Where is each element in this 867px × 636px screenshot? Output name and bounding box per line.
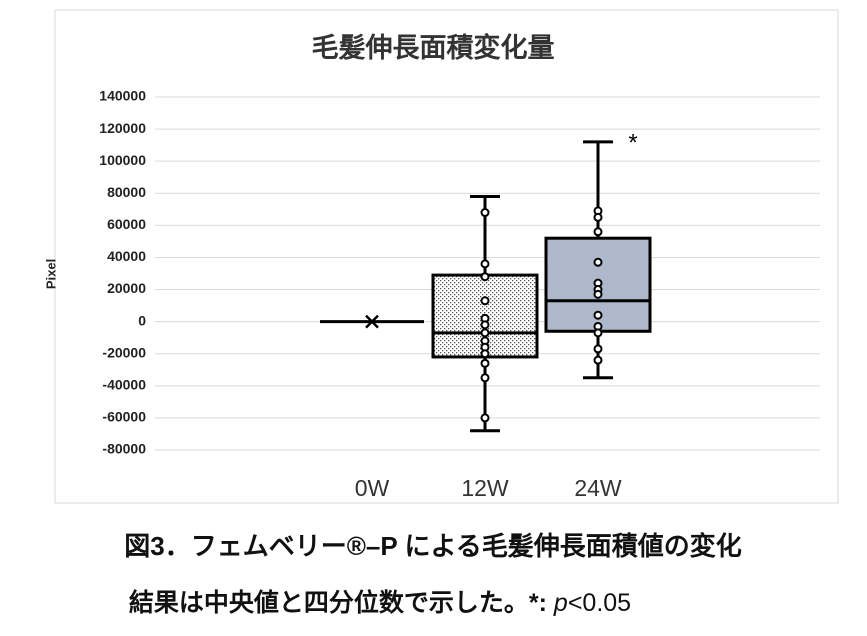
data-point	[593, 289, 603, 299]
note: 結果は中央値と四分位数で示した。*: p<0.05	[129, 588, 631, 617]
x-tick-label: 0W	[355, 475, 390, 501]
y-axis-label: Pixel	[43, 259, 58, 289]
note-value: <0.05	[568, 589, 631, 617]
data-point	[480, 272, 490, 282]
y-tick-label: 120000	[99, 120, 146, 136]
data-point	[593, 355, 603, 365]
note-p: p	[553, 589, 568, 617]
y-tick-label: 60000	[107, 216, 146, 232]
data-point	[480, 208, 490, 218]
data-point	[593, 344, 603, 354]
data-point	[480, 320, 490, 330]
x-tick-label: 24W	[574, 475, 622, 501]
y-tick-label: -80000	[102, 441, 146, 457]
y-tick-label: 80000	[107, 184, 146, 200]
data-point	[480, 328, 490, 338]
y-tick-label: 140000	[99, 88, 146, 104]
data-point	[480, 373, 490, 383]
y-tick-label: -20000	[102, 344, 146, 360]
data-point	[480, 259, 490, 269]
y-tick-label: 40000	[107, 248, 146, 264]
data-point	[480, 358, 490, 368]
data-point	[593, 257, 603, 267]
y-tick-label: 0	[138, 312, 146, 328]
data-point	[593, 212, 603, 222]
note-text: 結果は中央値と四分位数で示した。*:	[129, 588, 554, 617]
y-tick-label: -40000	[102, 377, 146, 393]
data-point	[593, 310, 603, 320]
data-point	[593, 328, 603, 338]
y-tick-label: 100000	[99, 152, 146, 168]
annotation: *	[628, 129, 637, 156]
chart-frame	[54, 9, 839, 504]
data-point	[480, 349, 490, 359]
data-point	[480, 296, 490, 306]
data-point	[480, 413, 490, 423]
data-point	[593, 227, 603, 237]
mean-marker	[365, 314, 379, 329]
chart-title: 毛髪伸長面積変化量	[312, 32, 555, 63]
y-tick-label: -60000	[102, 409, 146, 425]
caption: 図3．フェムベリー®–P による毛髪伸長面積値の変化	[124, 531, 741, 561]
x-tick-label: 12W	[461, 475, 509, 501]
y-tick-label: 20000	[107, 280, 146, 296]
